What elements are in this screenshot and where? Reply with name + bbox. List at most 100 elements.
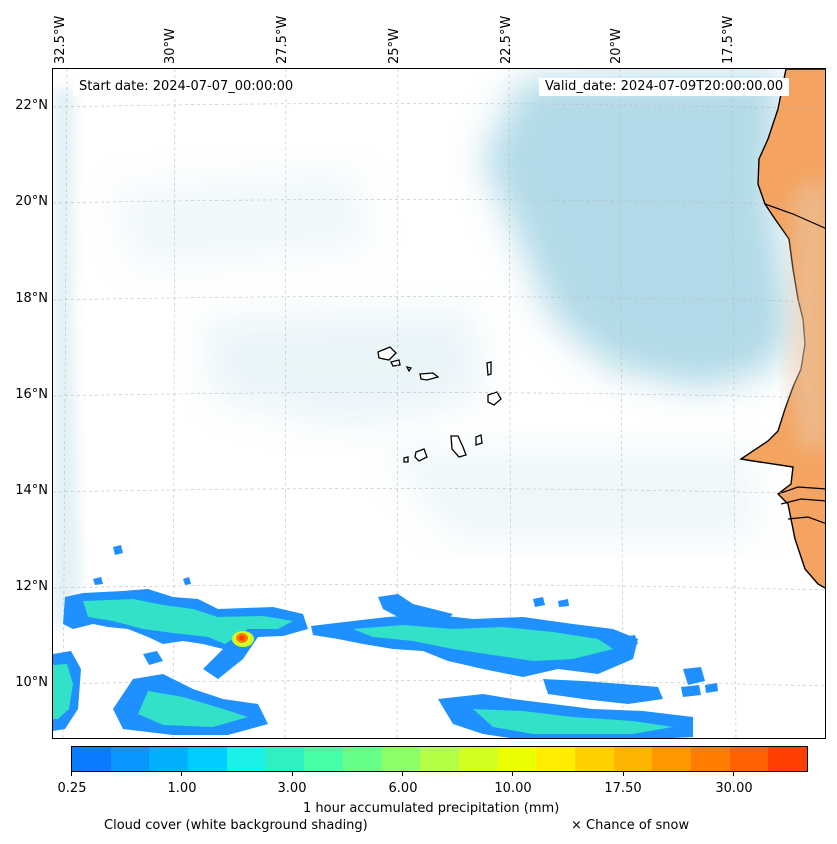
gambia-border — [777, 486, 825, 505]
precip-central-band-inner — [353, 625, 613, 661]
map-panel[interactable] — [52, 68, 826, 739]
lon-label-30w: 30°W — [163, 28, 178, 64]
island-santo-antao — [377, 346, 397, 361]
precip-north-central — [378, 594, 453, 624]
colorbar-segment-14 — [613, 747, 653, 771]
gridline-lat-14n — [53, 488, 825, 495]
colorbar-segment-6 — [304, 747, 343, 771]
cb-tick-label-4: 10.00 — [494, 781, 532, 796]
precip-north-fleck-4 — [533, 597, 545, 607]
island-sao-nicolau — [419, 372, 440, 381]
lat-label-22n: 22°N — [15, 98, 48, 113]
colorbar-label: 1 hour accumulated precipitation (mm) — [303, 801, 560, 816]
cloud-cover-layer — [53, 74, 793, 629]
precip-north-fleck-1 — [113, 545, 123, 555]
precip-north-fleck-6 — [143, 651, 163, 665]
precip-south-east-band-inner — [473, 709, 673, 734]
gridline-lat-12n — [53, 584, 825, 591]
gridline-lat-20n — [53, 199, 825, 206]
island-brava — [403, 456, 409, 463]
colorbar-segment-9 — [420, 747, 459, 771]
gridline-lat-18n — [53, 296, 825, 303]
colorbar-segment-1 — [110, 747, 150, 771]
cb-tickmark-3 — [402, 772, 403, 776]
cb-tick-label-5: 17.50 — [604, 781, 642, 796]
precip-north-fleck-3 — [183, 577, 191, 585]
cb-tick-label-1: 1.00 — [167, 781, 197, 796]
precip-heavy-core-center — [239, 635, 245, 641]
land-inner-tint — [788, 179, 825, 449]
precip-east-band — [543, 679, 663, 704]
cb-tick-label-3: 6.00 — [388, 781, 418, 796]
lon-label-22-5w: 22.5°W — [499, 15, 514, 64]
cloud-cover-main — [483, 74, 793, 389]
colorbar-segment-3 — [188, 747, 227, 771]
cloud-cover-light-2 — [383, 449, 753, 539]
colorbar-segment-10 — [458, 747, 498, 771]
colorbar-segment-4 — [226, 747, 266, 771]
cloud-cover-legend: Cloud cover (white background shading) — [104, 818, 368, 833]
cb-tickmark-5 — [623, 772, 624, 776]
gridline-lon-32-5w — [62, 69, 68, 738]
precip-north-fleck-2 — [93, 577, 103, 585]
gridline-lat-22n — [53, 103, 825, 110]
senegal-river-border — [764, 203, 825, 229]
precip-east-small-3 — [705, 683, 718, 693]
lon-label-32-5w: 32.5°W — [53, 15, 68, 64]
valid-date-label: Valid_date: 2024-07-09T20:00:00.00 — [539, 78, 790, 96]
guinea-bissau-border — [787, 516, 825, 524]
lat-label-10n: 10°N — [15, 675, 48, 690]
colorbar-segment-13 — [574, 747, 614, 771]
island-santa-luzia — [405, 366, 413, 373]
colorbar-segment-12 — [536, 747, 575, 771]
lat-label-14n: 14°N — [15, 483, 48, 498]
cb-tickmark-2 — [292, 772, 293, 776]
cloud-cover-west-band — [53, 89, 81, 629]
cape-verde-islands — [377, 346, 502, 463]
colorbar-segment-2 — [149, 747, 189, 771]
precip-east-small-1 — [683, 667, 705, 685]
precip-east-small-2 — [681, 685, 701, 697]
precipitation-colorbar — [71, 746, 808, 772]
cb-tickmark-1 — [181, 772, 182, 776]
precip-north-fleck-5 — [558, 599, 569, 607]
lon-label-20w: 20°W — [609, 28, 624, 64]
start-date-label: Start date: 2024-07-07_00:00:00 — [73, 78, 300, 96]
colorbar-segment-7 — [342, 747, 382, 771]
colorbar-segment-0 — [72, 747, 111, 771]
lon-label-17-5w: 17.5°W — [721, 15, 736, 64]
colorbar-segment-5 — [265, 747, 305, 771]
cb-tickmark-4 — [512, 772, 513, 776]
gridline-lat-16n — [53, 392, 825, 399]
lat-label-18n: 18°N — [15, 291, 48, 306]
colorbar-segment-18 — [768, 747, 808, 771]
colorbar-segment-11 — [497, 747, 537, 771]
colorbar-segment-8 — [381, 747, 421, 771]
lat-label-12n: 12°N — [15, 579, 48, 594]
precip-far-east — [623, 635, 638, 646]
lat-label-16n: 16°N — [15, 387, 48, 402]
island-maio — [475, 434, 483, 446]
map-canvas — [53, 69, 825, 738]
gridline-lon-17-5w — [731, 69, 737, 738]
island-sal — [486, 361, 492, 376]
cloud-cover-light-3 — [113, 169, 373, 269]
cb-tickmark-0 — [71, 772, 72, 776]
cb-tickmark-6 — [733, 772, 734, 776]
colorbar-segment-16 — [691, 747, 730, 771]
island-boa-vista — [487, 391, 502, 406]
precip-western-edge-inner — [53, 664, 73, 719]
colorbar-segment-17 — [729, 747, 769, 771]
colorbar-segment-15 — [652, 747, 691, 771]
cb-tick-label-2: 3.00 — [277, 781, 307, 796]
lat-label-20n: 20°N — [15, 194, 48, 209]
lon-label-27-5w: 27.5°W — [275, 15, 290, 64]
island-fogo — [414, 448, 428, 462]
cb-tick-label-0: 0.25 — [57, 781, 87, 796]
gridline-lon-20w — [619, 69, 624, 738]
snow-legend: × Chance of snow — [571, 818, 690, 833]
precipitation-layer — [53, 545, 718, 738]
cb-tick-label-6: 30.00 — [715, 781, 753, 796]
lon-label-25w: 25°W — [387, 28, 402, 64]
island-santiago — [450, 435, 467, 458]
